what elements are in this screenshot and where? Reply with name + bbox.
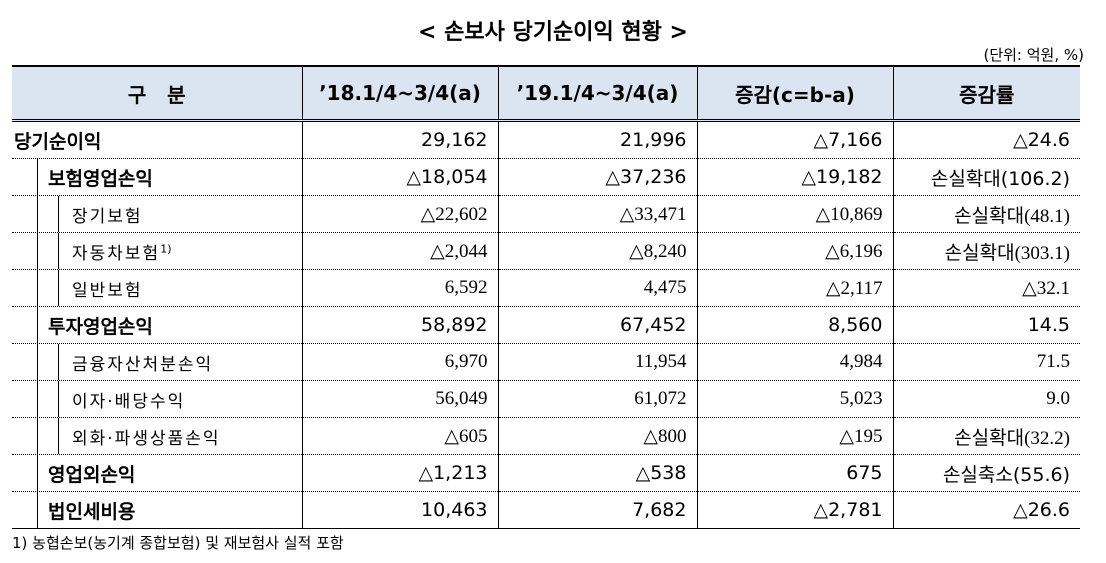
header-cell: 구 분 (12, 65, 302, 122)
row-label: 보험영업손익 (48, 167, 153, 190)
value-cell: 5,023 (696, 380, 893, 418)
value-cell: 67,452 (497, 306, 697, 344)
value-cell: 손실축소(55.6) (892, 454, 1080, 492)
row-label: 금융자산처분손익 (72, 354, 214, 375)
header-cell: ’18.1/4~3/4(a) (301, 65, 498, 122)
value-cell: 61,072 (497, 380, 697, 418)
value-cell: 7,682 (497, 491, 697, 529)
header-cell: ’19.1/4~3/4(a) (497, 65, 697, 122)
row-label-cell: 일반보험 (12, 269, 302, 307)
footnote-mark: 1) (160, 241, 172, 255)
value-cell: 71.5 (892, 343, 1080, 381)
row-label-cell: 자동차보험1) (12, 232, 302, 270)
table-row: 일반보험 6,592 4,475 △2,117 △32.1 (12, 269, 1080, 307)
value-cell: △26.6 (892, 491, 1080, 529)
row-label-cell: 투자영업손익 (12, 306, 302, 344)
value-cell: 21,996 (497, 120, 697, 159)
value-cell: △22,602 (301, 195, 498, 233)
row-label: 자동차보험 (72, 243, 161, 264)
row-label: 일반보험 (72, 280, 143, 301)
value-cell: △8,240 (497, 232, 697, 270)
row-label-cell: 보험영업손익 (12, 158, 302, 196)
value-cell: △18,054 (301, 158, 498, 196)
row-label-cell: 당기순이익 (12, 120, 302, 159)
table-row: 외화·파생상품손익 △605 △800 △195 손실확대(32.2) (12, 417, 1080, 455)
row-label: 이자·배당수익 (72, 391, 186, 412)
title: < 손보사 당기순이익 현황 > (418, 20, 688, 45)
row-label-cell: 금융자산처분손익 (12, 343, 302, 381)
value-cell: △800 (497, 417, 697, 455)
value-cell: 29,162 (301, 120, 498, 159)
value-cell: 675 (696, 454, 893, 492)
value-cell: 손실확대(32.2) (892, 417, 1080, 455)
table-row: 당기순이익 29,162 21,996 △7,166 △24.6 (12, 120, 1080, 159)
value-cell: 58,892 (301, 306, 498, 344)
table-row: 장기보험 △22,602 △33,471 △10,869 손실확대(48.1) (12, 195, 1080, 233)
row-label: 장기보험 (72, 206, 143, 227)
table-row: 이자·배당수익 56,049 61,072 5,023 9.0 (12, 380, 1080, 418)
table-row: 금융자산처분손익 6,970 11,954 4,984 71.5 (12, 343, 1080, 381)
value-cell: △195 (696, 417, 893, 455)
value-cell: △605 (301, 417, 498, 455)
value-cell: 4,984 (696, 343, 893, 381)
footnote: 1) 농협손보(농기계 종합보험) 및 재보험사 실적 포함 (12, 534, 344, 552)
value-cell: △32.1 (892, 269, 1080, 307)
value-cell: △538 (497, 454, 697, 492)
value-cell: △33,471 (497, 195, 697, 233)
value-cell: 11,954 (497, 343, 697, 381)
row-label: 투자영업손익 (48, 315, 153, 338)
row-label-cell: 외화·파생상품손익 (12, 417, 302, 455)
row-label: 당기순이익 (14, 130, 102, 153)
value-cell: △2,117 (696, 269, 893, 307)
table-row: 자동차보험1) △2,044 △8,240 △6,196 손실확대(303.1) (12, 232, 1080, 270)
value-cell: 손실확대(106.2) (892, 158, 1080, 196)
value-cell: 9.0 (892, 380, 1080, 418)
header-cell: 증감률 (892, 65, 1080, 122)
value-cell: 4,475 (497, 269, 697, 307)
table-row: 보험영업손익 △18,054 △37,236 △19,182 손실확대(106.2) (12, 158, 1080, 196)
header-row: 구 분 ’18.1/4~3/4(a) ’19.1/4~3/4(a) 증감(c=b-a)… (12, 65, 1080, 122)
value-cell: △7,166 (696, 120, 893, 159)
value-cell: △24.6 (892, 120, 1080, 159)
value-cell: 6,970 (301, 343, 498, 381)
value-cell: 10,463 (301, 491, 498, 529)
table-row: 영업외손익 △1,213 △538 675 손실축소(55.6) (12, 454, 1080, 492)
unit: (단위: 억원, %) (983, 46, 1084, 64)
table-body: 당기순이익 29,162 21,996 △7,166 △24.6 보험영업손익 △18,05… (12, 120, 1080, 529)
value-cell: 14.5 (892, 306, 1080, 344)
value-cell: △1,213 (301, 454, 498, 492)
value-cell: 56,049 (301, 380, 498, 418)
value-cell: △2,781 (696, 491, 893, 529)
value-cell: △10,869 (696, 195, 893, 233)
value-cell: 손실확대(303.1) (892, 232, 1080, 270)
value-cell: △37,236 (497, 158, 697, 196)
value-cell: △6,196 (696, 232, 893, 270)
value-cell: 8,560 (696, 306, 893, 344)
value-cell: △19,182 (696, 158, 893, 196)
table: 구 분 ’18.1/4~3/4(a) ’19.1/4~3/4(a) 증감(c=b-a)… (12, 65, 1080, 529)
row-label-cell: 법인세비용 (12, 491, 302, 529)
row-label: 법인세비용 (48, 500, 136, 523)
row-label: 영업외손익 (48, 463, 136, 486)
row-label-cell: 장기보험 (12, 195, 302, 233)
table-row: 법인세비용 10,463 7,682 △2,781 △26.6 (12, 491, 1080, 529)
header-cell: 증감(c=b-a) (696, 65, 893, 122)
row-label: 외화·파생상품손익 (72, 428, 221, 449)
row-label-cell: 영업외손익 (12, 454, 302, 492)
value-cell: △2,044 (301, 232, 498, 270)
table-row: 투자영업손익 58,892 67,452 8,560 14.5 (12, 306, 1080, 344)
value-cell: 손실확대(48.1) (892, 195, 1080, 233)
row-label-cell: 이자·배당수익 (12, 380, 302, 418)
value-cell: 6,592 (301, 269, 498, 307)
